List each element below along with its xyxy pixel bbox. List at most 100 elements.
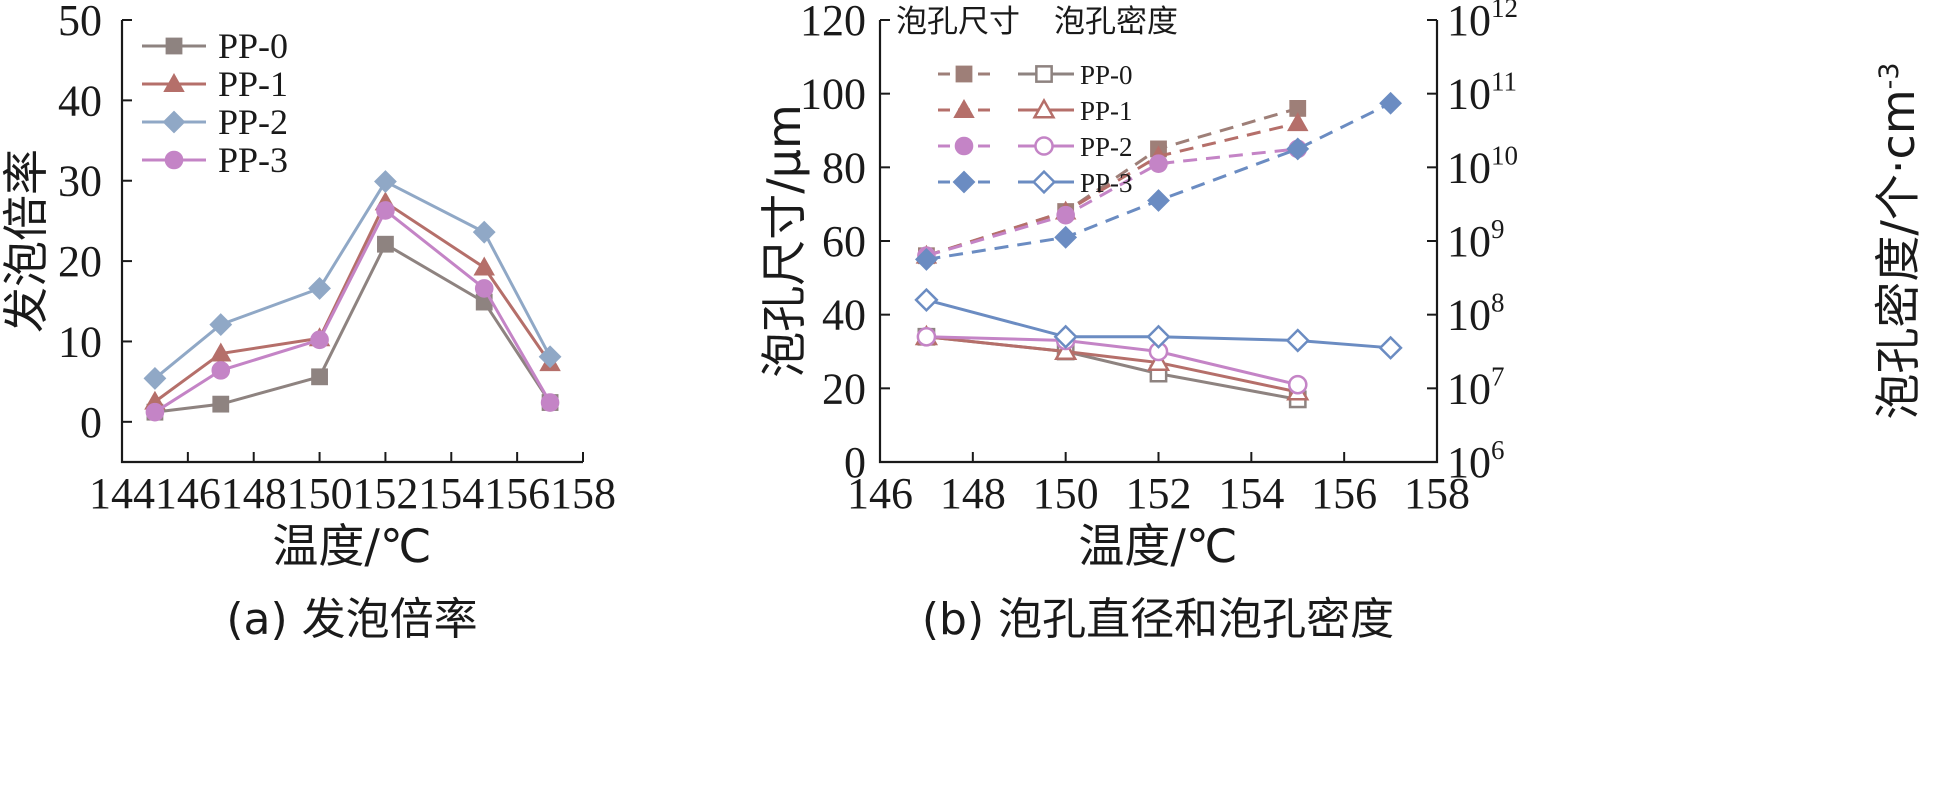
data-point [1287, 374, 1308, 395]
data-point [1287, 112, 1309, 132]
right-y-tick-label: 1011 [1447, 67, 1517, 119]
series-line [925, 147, 1298, 258]
panel-a-caption: (a) 发泡倍率 [226, 594, 477, 645]
x-tick-label: 158 [1404, 469, 1470, 518]
data-point [1146, 350, 1171, 371]
data-point [1147, 189, 1170, 212]
panel-a-y-title: 发泡倍率 [0, 149, 53, 333]
series-line [925, 121, 1299, 258]
series-line [154, 208, 552, 414]
series-pp-1 [144, 191, 561, 410]
x-tick-label: 156 [484, 469, 550, 518]
legend-size-marker [1035, 65, 1053, 83]
panel-b-right-y-title: 泡孔密度/个·cm-3 [1871, 62, 1925, 419]
x-tick-label: 158 [550, 469, 616, 518]
legend-label: PP-3 [218, 140, 288, 180]
right-y-tick-exponent: 12 [1491, 0, 1518, 23]
series-line [926, 335, 1299, 394]
right-y-tick-base: 10 [1447, 217, 1491, 266]
x-tick-label: 146 [847, 469, 913, 518]
y-tick-label: 30 [58, 157, 102, 206]
legend-density-marker [953, 99, 975, 118]
data-point [1286, 137, 1310, 161]
legend-item-pp-1: PP-1 [938, 96, 1133, 126]
legend-label: PP-0 [1080, 60, 1133, 90]
left-y-tick-label: 0 [844, 438, 866, 487]
right-y-tick-label: 1012 [1447, 0, 1518, 45]
left-y-tick-label: 20 [822, 364, 866, 413]
series-line [926, 335, 1299, 387]
data-point [1054, 225, 1078, 249]
legend-marker [164, 150, 184, 170]
data-point [540, 393, 560, 412]
x-tick-label: 148 [940, 469, 1006, 518]
panel-b-axes [878, 20, 1439, 464]
legend-item-pp-1: PP-1 [142, 64, 288, 104]
legend-item-pp-3: PP-3 [142, 140, 288, 180]
legend-size-marker [1031, 169, 1057, 195]
panel-b-left-y-ticks: 0 20 40 60 80 100 120 [800, 0, 890, 487]
right-y-tick-exponent: 9 [1491, 214, 1505, 244]
legend-label: PP-3 [1080, 168, 1133, 198]
right-y-tick-base: 10 [1447, 291, 1491, 340]
x-tick-label: 146 [155, 469, 221, 518]
legend-density-marker [955, 65, 973, 83]
panel-a-y-ticks: 0 10 20 30 40 50 [58, 0, 132, 447]
right-y-title-exponent: -3 [1874, 62, 1905, 89]
x-tick-label: 154 [418, 469, 484, 518]
legend-label: PP-2 [218, 102, 288, 142]
panel-b-legend: 泡孔尺寸 泡孔密度 PP-0 PP-1 PP-2 PP-3 [896, 4, 1178, 198]
data-point [914, 287, 939, 313]
series-pp-2 [143, 170, 562, 390]
density-series-pp-3 [915, 91, 1402, 271]
data-point [538, 345, 562, 369]
right-y-tick-label: 109 [1447, 214, 1505, 266]
right-y-tick-exponent: 6 [1491, 435, 1505, 465]
right-y-tick-label: 106 [1447, 435, 1505, 487]
data-point [310, 330, 329, 350]
y-tick-label: 10 [58, 317, 102, 366]
right-y-tick-exponent: 10 [1491, 140, 1518, 170]
panel-a-chart: 144 146 148 150 152 154 156 158 0 10 20 30 40 50 PP-… [0, 0, 616, 645]
data-point [474, 279, 494, 298]
legend-item-pp-0: PP-0 [938, 60, 1133, 90]
data-point [1378, 335, 1403, 360]
right-y-tick-exponent: 7 [1491, 361, 1505, 391]
legend-item-pp-0: PP-0 [142, 26, 288, 66]
left-y-tick-label: 80 [822, 143, 866, 192]
right-y-tick-base: 10 [1447, 0, 1491, 45]
series-line [154, 242, 552, 414]
legend-label: PP-1 [1080, 96, 1133, 126]
data-point [915, 248, 938, 271]
y-tick-label: 40 [58, 76, 102, 125]
legend-label: PP-1 [218, 64, 288, 104]
legend-marker [162, 110, 186, 134]
data-point [374, 170, 397, 193]
data-point [1379, 91, 1402, 115]
data-point [311, 368, 328, 386]
y-tick-label: 50 [58, 0, 102, 45]
legend-header-density: 泡孔密度 [1054, 4, 1178, 40]
series-pp-0 [146, 235, 559, 421]
legend-header-size: 泡孔尺寸 [896, 4, 1020, 40]
right-y-tick-base: 10 [1447, 438, 1491, 487]
left-y-tick-label: 100 [800, 70, 866, 119]
panel-a-x-title: 温度/℃ [272, 519, 431, 573]
data-point [210, 342, 232, 362]
data-point [209, 313, 233, 336]
x-tick-label: 152 [1126, 469, 1192, 518]
series-pp-3 [145, 201, 560, 422]
right-y-title-main: 泡孔密度/个·cm [1871, 89, 1925, 419]
panel-a-axes [120, 20, 583, 464]
right-y-tick-base: 10 [1447, 70, 1491, 119]
right-y-tick-exponent: 8 [1491, 288, 1505, 318]
legend-item-pp-2: PP-2 [142, 102, 288, 142]
data-point [1056, 205, 1075, 225]
legend-item-pp-2: PP-2 [938, 132, 1133, 162]
right-y-tick-base: 10 [1447, 364, 1491, 413]
left-y-tick-label: 40 [822, 291, 866, 340]
panel-b-series [914, 91, 1403, 409]
legend-density-marker [954, 136, 974, 156]
data-point [143, 367, 167, 390]
